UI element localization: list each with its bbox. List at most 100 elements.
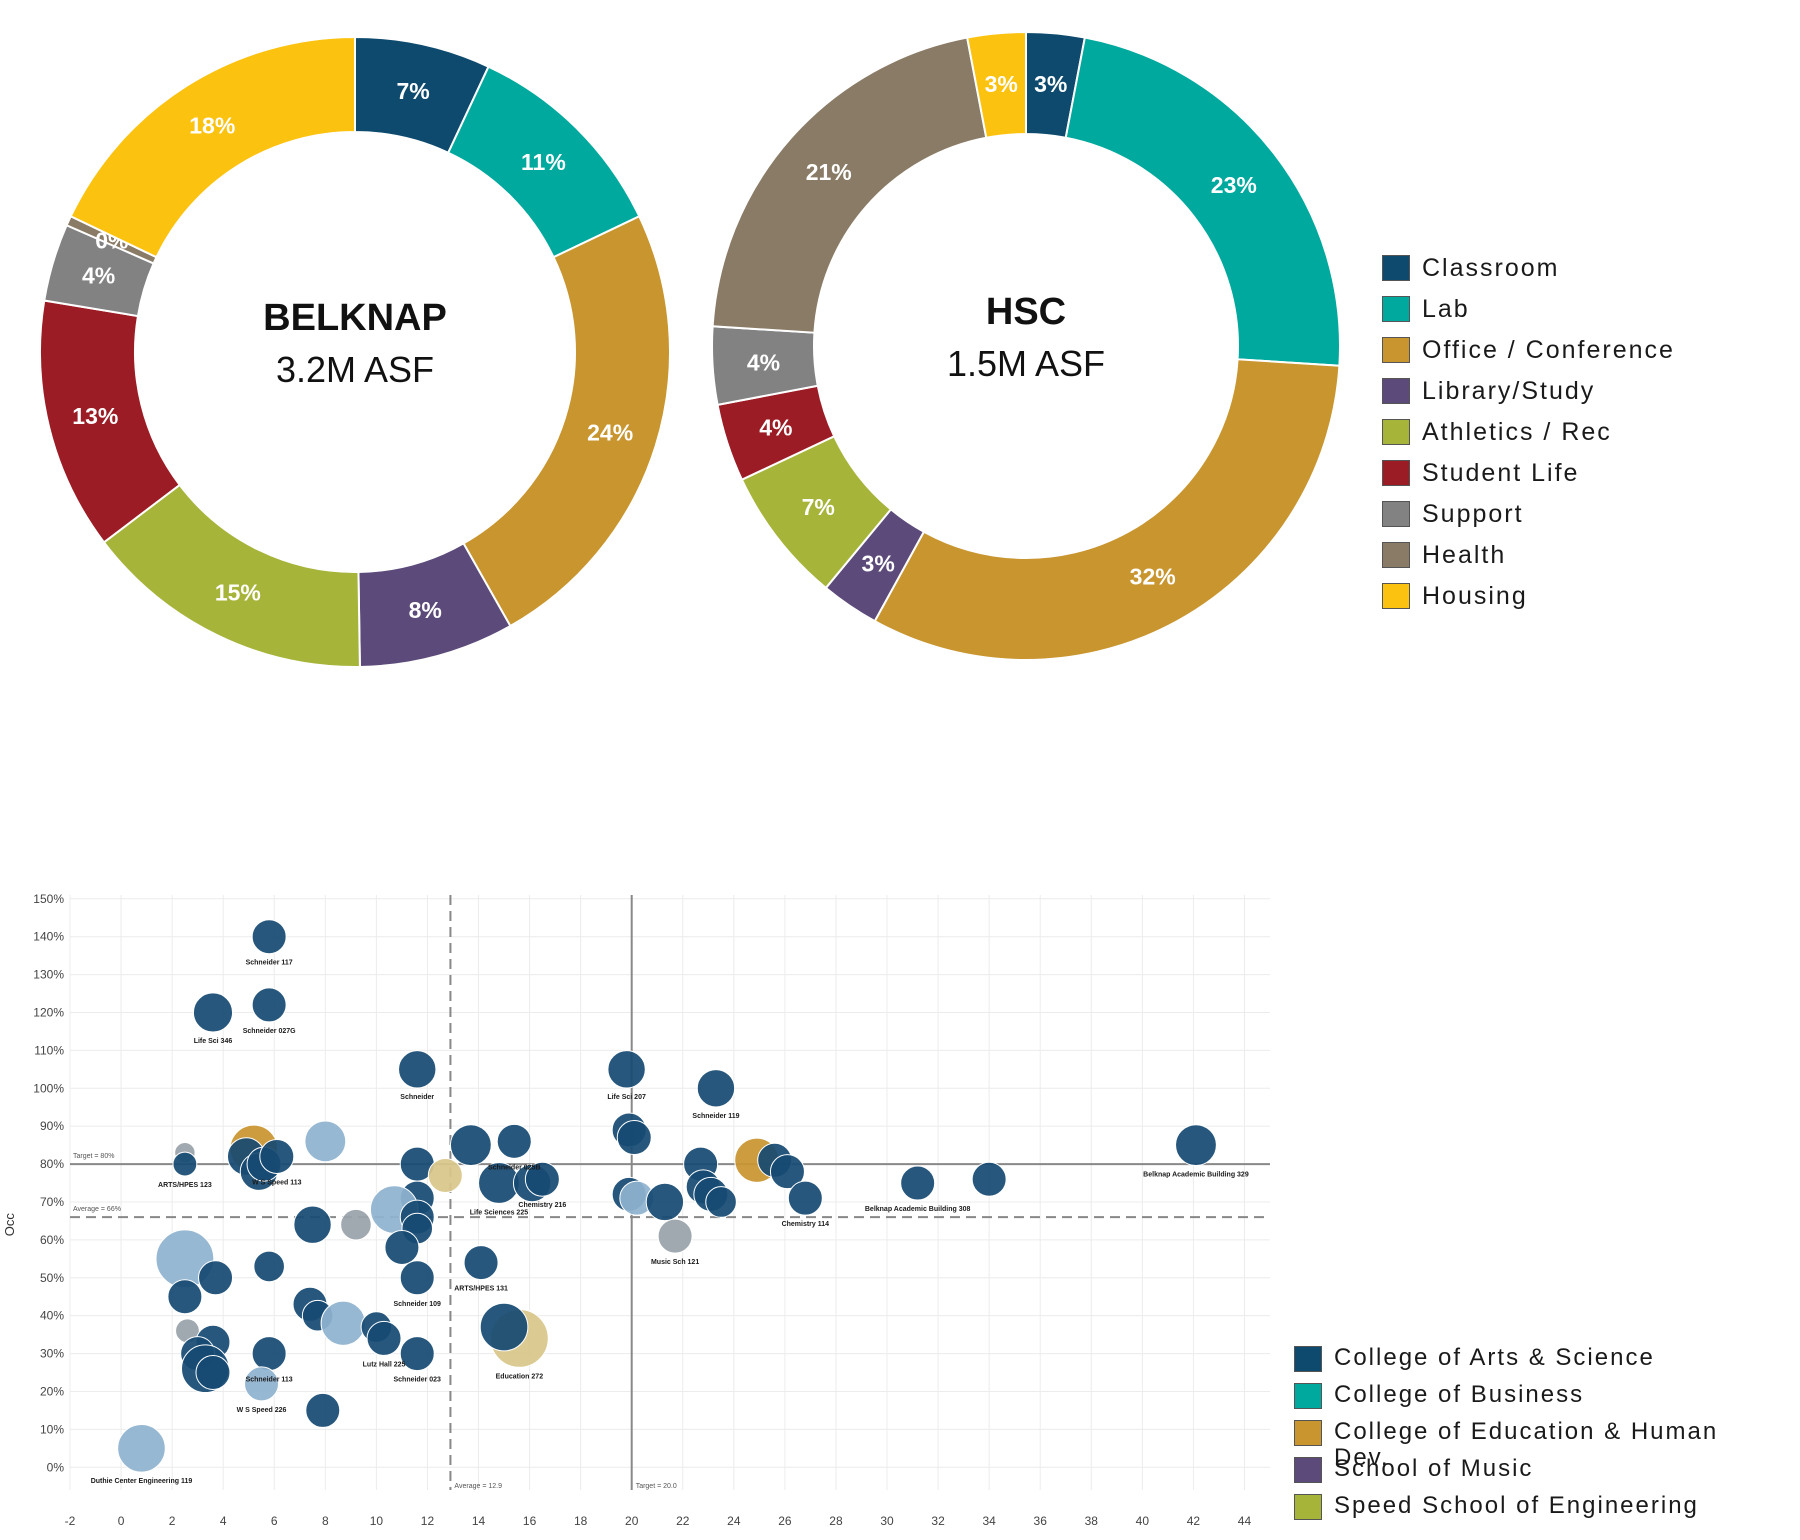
x-tick-label: 20	[625, 1514, 639, 1528]
slice-health	[711, 36, 988, 334]
bubble-label: Education 272	[496, 1373, 544, 1380]
bubble-point	[117, 1424, 166, 1473]
bubble-point	[607, 1050, 646, 1089]
space-type-legend-label: Athletics / Rec	[1422, 418, 1612, 446]
slice-label-athletics-rec: 7%	[802, 494, 835, 520]
y-tick-label: 130%	[33, 968, 64, 982]
bubble-point	[366, 1320, 402, 1356]
donut-center-title: BELKNAP	[263, 297, 447, 339]
slice-label-housing: 18%	[189, 113, 235, 139]
bubble-label: Life Sci 207	[607, 1094, 646, 1101]
bubble-point	[787, 1180, 823, 1216]
x-tick-label: 26	[778, 1514, 792, 1528]
y-tick-label: 90%	[40, 1119, 64, 1133]
slice-label-classroom: 3%	[1034, 71, 1067, 97]
college-legend-label: College of Business	[1334, 1381, 1585, 1408]
x-tick-label: 24	[727, 1514, 741, 1528]
space-type-legend-item: Lab	[1382, 295, 1675, 336]
space-type-legend-label: Health	[1422, 541, 1507, 569]
x-tick-label: 40	[1136, 1514, 1150, 1528]
college-legend-swatch	[1294, 1494, 1322, 1520]
bubble-label: W S Speed 113	[252, 1179, 302, 1186]
space-type-legend-item: Support	[1382, 500, 1675, 541]
space-type-legend-swatch	[1382, 296, 1410, 322]
bubble-point	[293, 1205, 332, 1244]
space-type-legend-swatch	[1382, 460, 1410, 486]
bubble-point	[399, 1260, 435, 1296]
space-type-legend-item: Library/Study	[1382, 377, 1675, 418]
y-tick-label: 0%	[47, 1460, 65, 1474]
x-tick-label: 6	[271, 1514, 278, 1528]
slice-label-student-life: 13%	[72, 403, 118, 429]
space-type-legend-item: Health	[1382, 541, 1675, 582]
bubble-label: Schneider 027G	[243, 1028, 296, 1035]
college-legend: College of Arts & Science College of Busi…	[1294, 1345, 1774, 1530]
x-tick-label: 44	[1238, 1514, 1252, 1528]
bubble-label: Lutz Hall 225	[363, 1361, 406, 1368]
bubble-label: ARTS/HPES 123	[158, 1182, 212, 1189]
bubble-point	[251, 919, 287, 955]
space-type-legend-label: Support	[1422, 500, 1524, 528]
bubble-label: Music Sch 121	[651, 1259, 699, 1266]
space-type-legend-label: Student Life	[1422, 459, 1580, 487]
college-legend-item: Speed School of Engineering	[1294, 1493, 1774, 1530]
bubble-label: Chemistry 216	[518, 1202, 566, 1209]
x-tick-label: 12	[421, 1514, 435, 1528]
bubble-point	[900, 1165, 936, 1201]
y-tick-label: 20%	[40, 1384, 64, 1398]
bubble-point	[340, 1208, 372, 1241]
y-tick-label: 70%	[40, 1195, 64, 1209]
slice-label-lab: 23%	[1211, 172, 1257, 198]
bubble-point	[320, 1300, 366, 1346]
bubble-point	[705, 1186, 737, 1218]
bubble-label: Belknap Academic Building 308	[865, 1206, 971, 1213]
x-tick-label: 38	[1085, 1514, 1099, 1528]
donut-center-title: HSC	[986, 291, 1066, 333]
college-legend-label: School of Music	[1334, 1455, 1534, 1482]
bubble-point	[172, 1151, 198, 1177]
bubble-label: Duthie Center Engineering 119	[91, 1478, 193, 1485]
space-type-legend-label: Library/Study	[1422, 377, 1596, 405]
bubble-label: Belknap Academic Building 329	[1143, 1172, 1249, 1179]
bubble-point	[399, 1336, 435, 1372]
x-tick-label: 10	[370, 1514, 384, 1528]
college-legend-swatch	[1294, 1346, 1322, 1372]
slice-label-lab: 11%	[521, 149, 566, 175]
bubble-point	[243, 1366, 279, 1402]
y-tick-label: 50%	[40, 1271, 64, 1285]
x-tick-label: 28	[829, 1514, 843, 1528]
space-type-legend-item: Housing	[1382, 582, 1675, 623]
y-tick-label: 80%	[40, 1157, 64, 1171]
space-type-legend-item: Classroom	[1382, 254, 1675, 295]
space-type-legend-label: Housing	[1422, 582, 1528, 610]
x-tick-label: 0	[118, 1514, 125, 1528]
bubble-point	[616, 1120, 652, 1156]
y-axis-title: Occ	[2, 1213, 17, 1237]
slice-label-support: 4%	[747, 350, 780, 376]
bubble-point	[696, 1069, 736, 1108]
donut-center-subtitle: 3.2M ASF	[276, 349, 434, 390]
college-legend-item: College of Business	[1294, 1382, 1774, 1419]
bubble-point	[167, 1279, 203, 1315]
bubble-point	[769, 1154, 805, 1190]
slice-office-conference	[873, 358, 1341, 661]
slice-label-office-conference: 24%	[587, 419, 633, 445]
x-axis-title: Weekly Room Hours	[606, 1538, 725, 1540]
hsc-donut-chart: 3% 23% 32% 3% 7% 4% 4% 21% 3% HSC 1.5M ASF	[711, 30, 1341, 661]
bubble-label: Life Sci 346	[194, 1038, 233, 1045]
bubble-point	[384, 1229, 420, 1265]
x-tick-label: 30	[880, 1514, 894, 1528]
bubble-point	[198, 1260, 234, 1296]
space-type-legend-item: Student Life	[1382, 459, 1675, 500]
bubble-point	[657, 1218, 693, 1254]
college-legend-label: College of Arts & Science	[1334, 1344, 1655, 1371]
slice-label-athletics-rec: 15%	[215, 579, 261, 605]
y-tick-label: 10%	[40, 1422, 64, 1436]
college-legend-item: College of Arts & Science	[1294, 1345, 1774, 1382]
bubble-point	[305, 1392, 341, 1428]
bubble-label: Life Sciences 225	[470, 1209, 528, 1216]
slice-label-support: 4%	[82, 263, 115, 289]
donut-center-subtitle: 1.5M ASF	[947, 343, 1105, 384]
space-type-legend-item: Office / Conference	[1382, 336, 1675, 377]
